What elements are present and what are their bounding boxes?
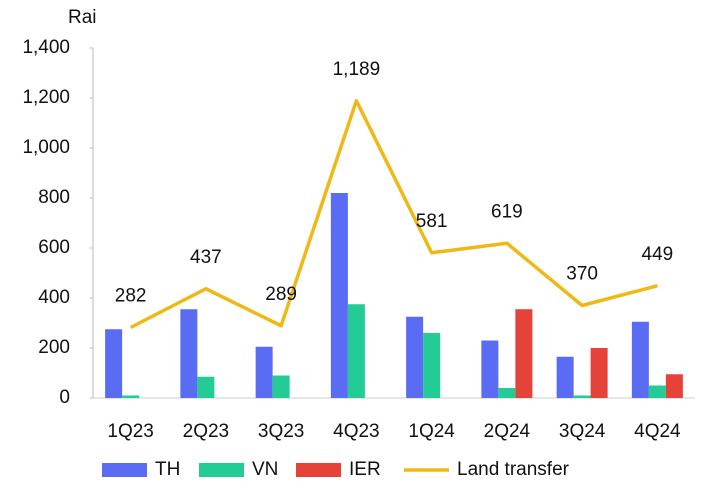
bar	[648, 385, 666, 398]
bar	[180, 309, 198, 398]
legend-swatch	[296, 463, 341, 477]
y-tick-label: 200	[38, 337, 70, 358]
bar	[105, 329, 123, 398]
bar	[481, 340, 499, 398]
bar	[406, 316, 424, 398]
bar	[197, 376, 215, 398]
data-label: 437	[190, 247, 222, 268]
y-tick-label: 0	[59, 387, 70, 408]
legend-swatch	[199, 463, 244, 477]
line	[129, 99, 658, 330]
x-tick-label: 3Q23	[258, 421, 304, 442]
bar	[498, 388, 516, 398]
x-tick-label: 2Q23	[183, 421, 229, 442]
bar	[631, 321, 649, 398]
data-label: 619	[491, 201, 523, 222]
y-tick-label: 1,000	[22, 137, 70, 158]
y-tick-label: 600	[38, 237, 70, 258]
data-label: 1,189	[333, 59, 381, 80]
data-label: 370	[566, 264, 598, 285]
bar	[515, 309, 533, 398]
legend-label: IER	[349, 459, 381, 480]
bar	[255, 346, 273, 398]
bar	[347, 304, 365, 398]
data-label: 581	[416, 211, 448, 232]
x-tick-label: 1Q23	[107, 421, 153, 442]
bar	[590, 348, 608, 398]
legend-label: Land transfer	[457, 459, 570, 480]
bar	[556, 356, 574, 398]
y-tick-label: 400	[38, 287, 70, 308]
y-tick-label: 800	[38, 187, 70, 208]
x-tick-label: 1Q24	[408, 421, 455, 442]
x-tick-label: 3Q24	[559, 421, 606, 442]
x-tick-label: 4Q24	[634, 421, 681, 442]
data-label: 282	[115, 286, 147, 307]
bar	[423, 333, 441, 398]
legend-label: TH	[155, 459, 180, 480]
bar	[272, 375, 290, 398]
data-label: 449	[642, 244, 674, 265]
legend-swatch	[102, 463, 147, 477]
bar	[665, 374, 683, 398]
x-tick-label: 4Q23	[333, 421, 379, 442]
legend-label: VN	[252, 459, 278, 480]
y-axis-label: Rai	[68, 7, 97, 28]
bar	[573, 395, 591, 398]
bar	[122, 395, 140, 398]
bar	[330, 193, 348, 398]
y-tick-label: 1,200	[22, 87, 70, 108]
data-label: 289	[265, 284, 297, 305]
y-tick-label: 1,400	[22, 37, 70, 58]
x-tick-label: 2Q24	[484, 421, 531, 442]
